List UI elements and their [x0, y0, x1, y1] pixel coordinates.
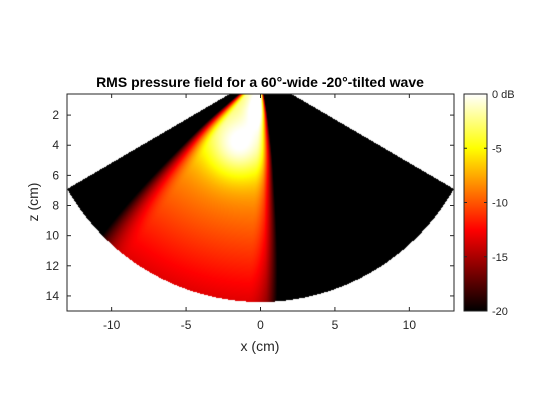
colorbar-tick: -15 — [464, 252, 508, 264]
x-tick-label: 5 — [332, 318, 339, 332]
y-tick-label: 4 — [52, 138, 59, 152]
y-tick: 14 — [46, 289, 454, 303]
x-tick: 0 — [257, 94, 264, 332]
colorbar-tick: 0 dB — [464, 89, 515, 101]
y-tick-label: 8 — [52, 199, 59, 213]
x-tick-label: -5 — [181, 318, 192, 332]
y-tick: 12 — [46, 259, 454, 273]
x-tick: -5 — [181, 94, 192, 332]
colorbar-tick-label: -10 — [492, 198, 508, 210]
colorbar-tick-label: 0 dB — [492, 89, 515, 101]
y-tick-label: 14 — [46, 289, 60, 303]
x-tick-label: 0 — [257, 318, 264, 332]
y-tick: 10 — [46, 229, 454, 243]
colorbar-tick: -5 — [464, 143, 502, 155]
colorbar-tick-label: -15 — [492, 252, 508, 264]
y-axis: 2 4 6 8 10 12 14 — [46, 108, 454, 303]
y-tick: 6 — [52, 168, 454, 182]
x-tick: 5 — [332, 94, 339, 332]
y-tick-label: 6 — [52, 168, 59, 182]
colorbar-tick: -20 — [464, 306, 508, 318]
y-tick-label: 12 — [46, 259, 60, 273]
chart-title: RMS pressure field for a 60°-wide -20°-t… — [96, 74, 424, 90]
x-tick-label: -10 — [103, 318, 121, 332]
y-tick-label: 10 — [46, 229, 60, 243]
x-tick: -10 — [103, 94, 121, 332]
y-tick: 4 — [52, 138, 454, 152]
y-tick-label: 2 — [52, 108, 59, 122]
colorbar-gradient — [464, 94, 487, 311]
pressure-field-heatmap — [67, 94, 454, 311]
colorbar-tick-label: -5 — [492, 143, 502, 155]
x-tick-label: 10 — [403, 318, 417, 332]
y-tick: 8 — [52, 199, 454, 213]
colorbar-tick-label: -20 — [492, 306, 508, 318]
y-tick: 2 — [52, 108, 454, 122]
x-axis: -10 -5 0 5 10 — [103, 94, 416, 332]
y-axis-label: z (cm) — [25, 183, 41, 222]
plot-area — [66, 93, 455, 312]
x-axis-label: x (cm) — [241, 338, 280, 354]
colorbar: 0 dB -5 -10 -15 -20 — [463, 89, 515, 318]
x-tick: 10 — [403, 94, 417, 332]
colorbar-tick: -10 — [464, 198, 508, 210]
